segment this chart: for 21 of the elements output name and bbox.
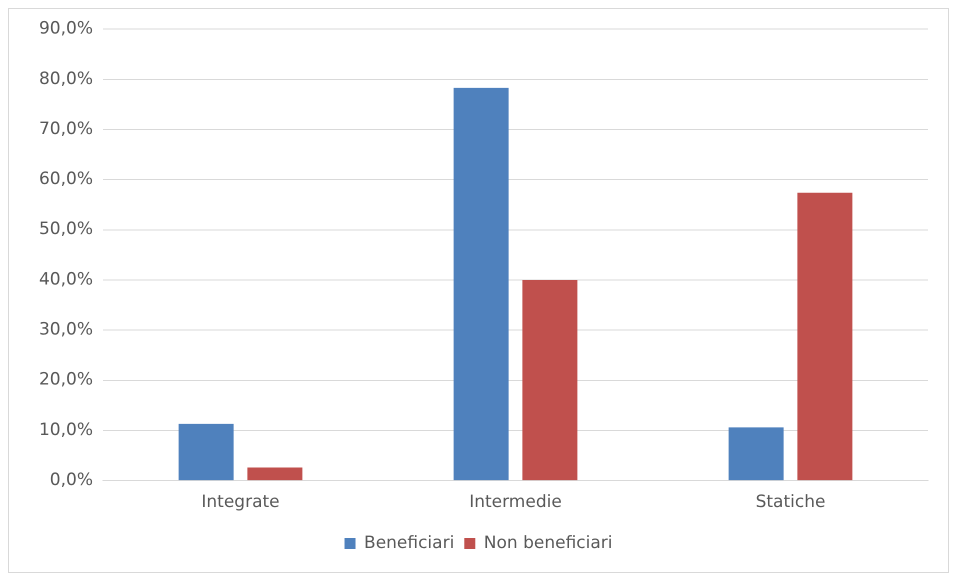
x-tick-label: Integrate (201, 492, 280, 512)
y-tick-label: 80,0% (38, 68, 94, 89)
legend-label: Beneficiari (364, 532, 454, 553)
bar (178, 424, 234, 480)
bar (454, 88, 509, 480)
y-tick-label: 20,0% (38, 370, 94, 390)
y-tick-label: 40,0% (38, 269, 94, 290)
bar (797, 192, 852, 480)
legend-label: Non beneficiari (484, 532, 612, 553)
x-tick-label: Intermedie (469, 492, 562, 512)
bar (522, 280, 578, 480)
bar (247, 468, 302, 480)
y-tick-label: 30,0% (38, 320, 94, 340)
y-tick-label: 60,0% (38, 169, 94, 190)
y-tick-label: 50,0% (38, 219, 94, 240)
y-tick-label: 10,0% (38, 420, 94, 440)
y-tick-label: 0,0% (50, 470, 94, 490)
bar (728, 427, 784, 480)
x-tick-label: Statiche (756, 492, 826, 512)
y-tick-label: 90,0% (38, 18, 94, 39)
y-tick-label: 70,0% (38, 118, 94, 139)
